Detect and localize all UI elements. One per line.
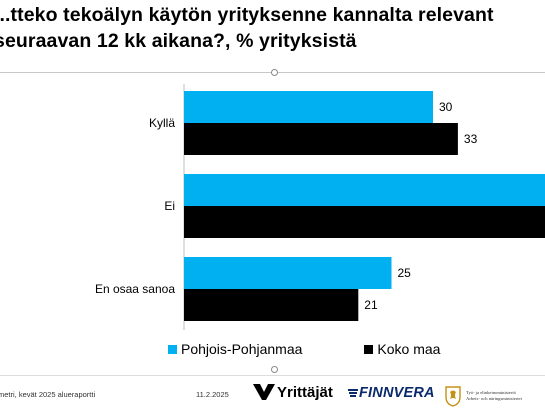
- finnvera-logo-text: FINNVERA: [359, 385, 435, 401]
- tem-logo-text-fi: Työ- ja elinkeinoministeriö: [466, 390, 516, 395]
- yrittajat-logo: Yrittäjät: [252, 383, 333, 401]
- data-label-pohjois-pohjanmaa-kyll: 30: [439, 100, 453, 114]
- bar-pohjois-pohjanmaa-kyll: [184, 91, 433, 123]
- chart-title-line-1: ...tteko tekoälyn käytön yrityksenne kan…: [0, 4, 494, 26]
- footer-date: 11.2.2025: [196, 390, 229, 399]
- data-label-koko-maa-en-osaa-sanoa: 21: [364, 298, 378, 312]
- bar-koko-maa-ei: [184, 206, 545, 238]
- lion-crest-icon: [445, 386, 461, 407]
- bar-pohjois-pohjanmaa-ei: [184, 174, 545, 206]
- tem-logo-text: Työ- ja elinkeinoministeriö Arbets- och …: [466, 390, 522, 402]
- legend-label-pohjois-pohjanmaa: Pohjois-Pohjanmaa: [181, 341, 303, 357]
- legend-label-koko-maa: Koko maa: [377, 341, 441, 357]
- chart-legend: Pohjois-Pohjanmaa Koko maa: [168, 341, 502, 357]
- legend-item-pohjois-pohjanmaa: Pohjois-Pohjanmaa: [168, 341, 302, 357]
- finnvera-logo: FINNVERA: [347, 385, 435, 401]
- data-label-pohjois-pohjanmaa-en-osaa-sanoa: 25: [398, 266, 412, 280]
- legend-swatch-pohjois-pohjanmaa: [168, 344, 177, 354]
- finnvera-mark-icon: [348, 389, 358, 397]
- footer-source-text: metri, kevät 2025 alueraportti: [0, 390, 96, 399]
- legend-swatch-koko-maa: [364, 344, 374, 354]
- chart-title: ...tteko tekoälyn käytön yrityksenne kan…: [0, 2, 545, 54]
- category-label-en-osaa-sanoa: En osaa sanoa: [95, 282, 175, 296]
- bar-pohjois-pohjanmaa-en-osaa-sanoa: [184, 257, 392, 289]
- resize-handle-bottom[interactable]: [271, 366, 278, 373]
- tem-logo-text-sv: Arbets- och näringsministeriet: [466, 396, 522, 401]
- chart-title-line-2: seuraavan 12 kk aikana?, % yrityksistä: [0, 30, 357, 52]
- footer-divider: [0, 375, 545, 376]
- resize-handle-top[interactable]: [271, 69, 278, 76]
- yrittajat-mark-icon: [253, 384, 275, 400]
- data-label-koko-maa-kyll: 33: [464, 132, 478, 146]
- legend-item-koko-maa: Koko maa: [364, 341, 440, 357]
- tem-logo: Työ- ja elinkeinoministeriö Arbets- och …: [444, 385, 522, 407]
- bar-koko-maa-kyll: [184, 123, 458, 155]
- category-label-kyll: Kyllä: [149, 116, 175, 130]
- yrittajat-logo-text: Yrittäjät: [277, 383, 333, 401]
- bar-koko-maa-en-osaa-sanoa: [184, 289, 359, 321]
- category-label-ei: Ei: [164, 199, 175, 213]
